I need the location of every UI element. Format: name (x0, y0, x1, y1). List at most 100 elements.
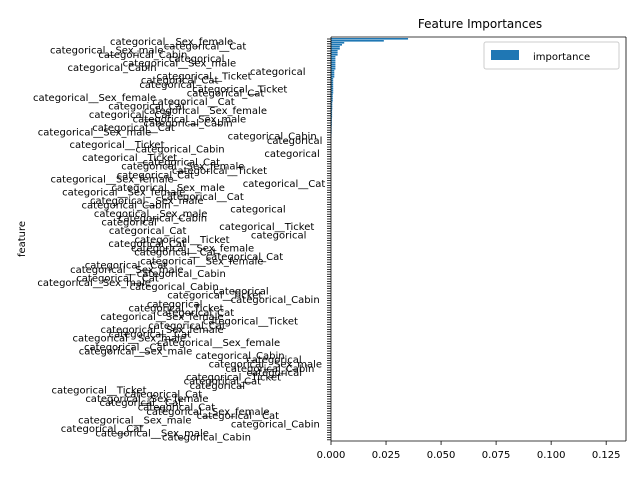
bar (331, 122, 332, 124)
legend-swatch-importance (491, 50, 519, 60)
y-tick-label: categorical_Cabin (144, 119, 233, 130)
y-tick-label: categorical__Ticket (157, 71, 252, 82)
y-tick-label: categorical__Sex_male (111, 183, 225, 194)
x-tick-label: 0.125 (592, 450, 621, 461)
plot-background (331, 37, 626, 441)
bar (331, 86, 334, 88)
bar (331, 58, 336, 60)
bar (331, 74, 335, 76)
y-tick-label: categorical (139, 80, 194, 91)
bar (331, 120, 332, 122)
y-tick-label: categorical__Sex_female (100, 312, 223, 323)
y-tick-label: categorical__Cat (92, 123, 175, 134)
y-tick-label: categorical_Cabin (130, 282, 219, 293)
x-tick-label: 0.025 (372, 450, 401, 461)
bar (331, 42, 345, 44)
y-tick-label: categorical_Cat (108, 102, 186, 113)
y-tick-label: categorical_Cabin (162, 433, 251, 444)
y-tick-label: categorical (169, 54, 224, 65)
bar (331, 68, 336, 70)
y-tick-label: categorical__Sex_male (72, 334, 186, 345)
y-tick-label: categorical__Ticket (186, 372, 281, 383)
bar (331, 82, 334, 84)
bar (331, 94, 333, 96)
y-tick-label: categorical (264, 149, 319, 160)
y-tick-label: categorical__Sex_male (133, 114, 247, 125)
y-tick-label: categorical__Sex_female (33, 93, 156, 104)
y-tick-label: categorical__Sex_male (70, 265, 184, 276)
y-tick-label: categorical__Sex_female (131, 243, 254, 254)
y-tick-label: categorical_Cat (184, 377, 262, 388)
y-tick-label: categorical (147, 299, 202, 310)
y-tick-label: categorical_Cabin (231, 295, 320, 306)
x-axis: 0.000 0.025 0.050 0.075 0.100 0.125 (317, 441, 621, 461)
bar (331, 48, 340, 50)
y-tick-label: categorical__Sex_male (90, 196, 204, 207)
y-tick-label: categorical__Ticket (51, 385, 146, 396)
y-tick-label: categorical__Cat (89, 110, 172, 121)
y-tick-label: categorical__Cat (109, 329, 192, 340)
y-tick-label: categorical_Cabin (196, 351, 285, 362)
y-tick-label: categorical__Cat (164, 41, 247, 52)
bar (331, 78, 334, 80)
y-tick-label: categorical__Cat (76, 274, 159, 285)
legend-label-importance: importance (533, 52, 590, 63)
bar (331, 76, 335, 78)
x-tick-label: 0.000 (317, 450, 346, 461)
y-tick-label: categorical__Sex_female (85, 394, 208, 405)
y-tick-label: categorical_Cabin (137, 269, 226, 280)
y-tick-label: categorical (213, 286, 268, 297)
y-tick-label: categorical_Cat (141, 76, 219, 87)
y-tick-marks (327, 38, 331, 441)
y-tick-label: categorical_Cat (157, 308, 235, 319)
bar (331, 38, 409, 40)
y-tick-label: categorical__Sex_male (209, 360, 323, 371)
bar (331, 50, 338, 52)
bar (331, 108, 333, 110)
y-tick-label: categorical__Sex_female (157, 338, 280, 349)
y-tick-label: categorical_Cabin (228, 132, 317, 143)
legend-frame (483, 41, 620, 70)
y-tick-label: categorical__Ticket (69, 140, 164, 151)
y-tick-label: categorical__Cat (84, 342, 167, 353)
y-tick-label: categorical__Sex_female (51, 175, 174, 186)
y-tick-label: categorical_Cabin (68, 63, 157, 74)
y-tick-label: categorical__Cat (85, 261, 168, 272)
y-tick-label: categorical_Cat (206, 252, 284, 263)
y-tick-label: categorical__Sex_female (140, 256, 263, 267)
y-tick-label: categorical_Cabin (118, 213, 207, 224)
bar (331, 52, 338, 54)
bar (331, 62, 336, 64)
bar (331, 46, 340, 48)
bar (331, 66, 336, 68)
y-tick-label: categorical__Ticket (167, 291, 262, 302)
y-tick-label: categorical__Ticket (203, 317, 298, 328)
y-tick-label: categorical (101, 218, 156, 229)
y-tick-label: categorical (247, 368, 302, 379)
y-tick-label: categorical (250, 67, 305, 78)
y-tick-label: categorical_Cabin (136, 145, 225, 156)
y-tick-label: categorical__Sex_male (94, 209, 208, 220)
y-tick-label: categorical__Cat (100, 398, 183, 409)
y-tick-label: categorical__Sex_female (62, 188, 185, 199)
y-tick-labels: categorical__Sex_femalecategorical__Catc… (33, 37, 325, 444)
y-tick-label: categorical__Sex_male (79, 347, 193, 358)
y-tick-label: categorical__Sex_female (144, 106, 267, 117)
bar (331, 110, 333, 112)
y-tick-label: categorical (230, 205, 285, 216)
chart-title: Feature Importances (418, 17, 542, 31)
y-tick-label: categorical__Ticket (135, 235, 230, 246)
bar (331, 102, 333, 104)
bar (331, 100, 333, 102)
y-tick-label: categorical_Cabin (225, 364, 314, 375)
bar (331, 72, 335, 74)
y-tick-label: categorical__Cat (243, 179, 326, 190)
y-axis-label: feature (17, 221, 28, 257)
axes-spines (330, 36, 627, 442)
bar (331, 80, 334, 82)
y-tick-label: categorical__Cat (134, 248, 217, 259)
y-tick-label: categorical_Cat (138, 403, 216, 414)
bars (331, 38, 409, 138)
y-tick-label: categorical_Cabin (231, 420, 320, 431)
x-tick-label: 0.100 (537, 450, 566, 461)
